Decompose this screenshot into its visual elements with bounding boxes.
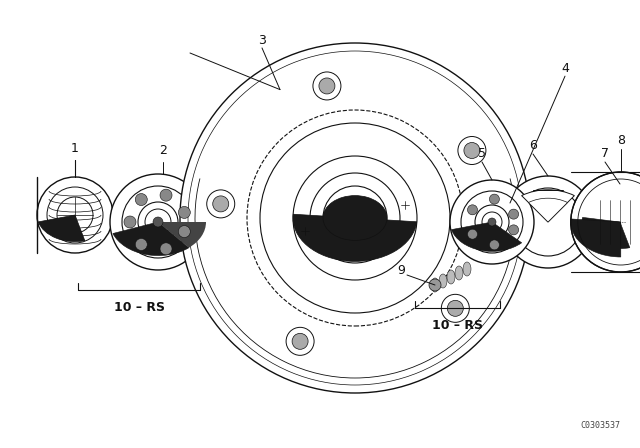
Ellipse shape bbox=[582, 184, 640, 260]
Ellipse shape bbox=[179, 226, 190, 237]
Ellipse shape bbox=[207, 190, 235, 218]
Ellipse shape bbox=[494, 208, 502, 228]
Ellipse shape bbox=[122, 186, 194, 258]
Ellipse shape bbox=[447, 270, 455, 284]
Ellipse shape bbox=[467, 205, 477, 215]
Wedge shape bbox=[293, 214, 417, 261]
Ellipse shape bbox=[526, 208, 534, 228]
Ellipse shape bbox=[488, 218, 496, 226]
Ellipse shape bbox=[571, 172, 640, 272]
Ellipse shape bbox=[510, 208, 518, 228]
Text: 10 – RS: 10 – RS bbox=[113, 301, 164, 314]
Ellipse shape bbox=[463, 262, 471, 276]
Ellipse shape bbox=[455, 266, 463, 280]
Wedge shape bbox=[522, 190, 574, 222]
Ellipse shape bbox=[467, 229, 477, 239]
Ellipse shape bbox=[429, 279, 441, 291]
Text: 8: 8 bbox=[617, 134, 625, 147]
Wedge shape bbox=[158, 222, 206, 248]
Ellipse shape bbox=[431, 278, 439, 292]
Text: 9: 9 bbox=[397, 263, 405, 276]
Wedge shape bbox=[582, 217, 630, 249]
Ellipse shape bbox=[482, 212, 502, 232]
Ellipse shape bbox=[313, 72, 341, 100]
Ellipse shape bbox=[124, 216, 136, 228]
Ellipse shape bbox=[293, 156, 417, 280]
Text: 6: 6 bbox=[529, 139, 537, 152]
Ellipse shape bbox=[37, 177, 113, 253]
Ellipse shape bbox=[135, 238, 147, 250]
Ellipse shape bbox=[160, 243, 172, 255]
Ellipse shape bbox=[490, 194, 499, 204]
Ellipse shape bbox=[247, 110, 463, 326]
Ellipse shape bbox=[57, 197, 93, 233]
Text: 3: 3 bbox=[258, 34, 266, 47]
Ellipse shape bbox=[509, 225, 518, 235]
Wedge shape bbox=[113, 222, 189, 256]
Text: 7: 7 bbox=[601, 147, 609, 160]
Ellipse shape bbox=[319, 78, 335, 94]
Ellipse shape bbox=[145, 209, 171, 235]
Ellipse shape bbox=[461, 191, 523, 253]
Ellipse shape bbox=[514, 188, 582, 256]
Ellipse shape bbox=[286, 327, 314, 355]
Ellipse shape bbox=[260, 123, 450, 313]
Ellipse shape bbox=[509, 209, 518, 219]
Text: 10 – RS: 10 – RS bbox=[432, 319, 483, 332]
Ellipse shape bbox=[292, 333, 308, 349]
Wedge shape bbox=[323, 196, 387, 241]
Ellipse shape bbox=[179, 207, 190, 219]
Ellipse shape bbox=[160, 189, 172, 201]
Text: 5: 5 bbox=[478, 147, 486, 160]
Ellipse shape bbox=[47, 187, 103, 243]
Ellipse shape bbox=[502, 208, 510, 228]
Ellipse shape bbox=[310, 173, 400, 263]
Text: 1: 1 bbox=[71, 142, 79, 155]
Ellipse shape bbox=[464, 142, 480, 159]
Ellipse shape bbox=[138, 202, 178, 242]
Wedge shape bbox=[529, 198, 568, 222]
Ellipse shape bbox=[486, 208, 494, 228]
Ellipse shape bbox=[180, 43, 530, 393]
Ellipse shape bbox=[442, 294, 469, 322]
Ellipse shape bbox=[475, 205, 509, 239]
Wedge shape bbox=[38, 215, 85, 241]
Ellipse shape bbox=[153, 217, 163, 227]
Ellipse shape bbox=[518, 208, 526, 228]
Ellipse shape bbox=[439, 274, 447, 288]
Ellipse shape bbox=[490, 240, 499, 250]
Ellipse shape bbox=[502, 176, 594, 268]
Ellipse shape bbox=[212, 196, 228, 212]
Text: 2: 2 bbox=[159, 144, 167, 157]
Ellipse shape bbox=[110, 174, 206, 270]
Wedge shape bbox=[451, 222, 522, 251]
Ellipse shape bbox=[477, 210, 493, 226]
Text: 4: 4 bbox=[561, 62, 569, 75]
Wedge shape bbox=[571, 219, 621, 257]
Ellipse shape bbox=[458, 137, 486, 164]
Ellipse shape bbox=[447, 300, 463, 316]
Ellipse shape bbox=[323, 186, 387, 250]
Ellipse shape bbox=[450, 180, 534, 264]
Ellipse shape bbox=[135, 194, 147, 206]
Text: C0303537: C0303537 bbox=[581, 421, 621, 430]
Ellipse shape bbox=[594, 196, 640, 248]
